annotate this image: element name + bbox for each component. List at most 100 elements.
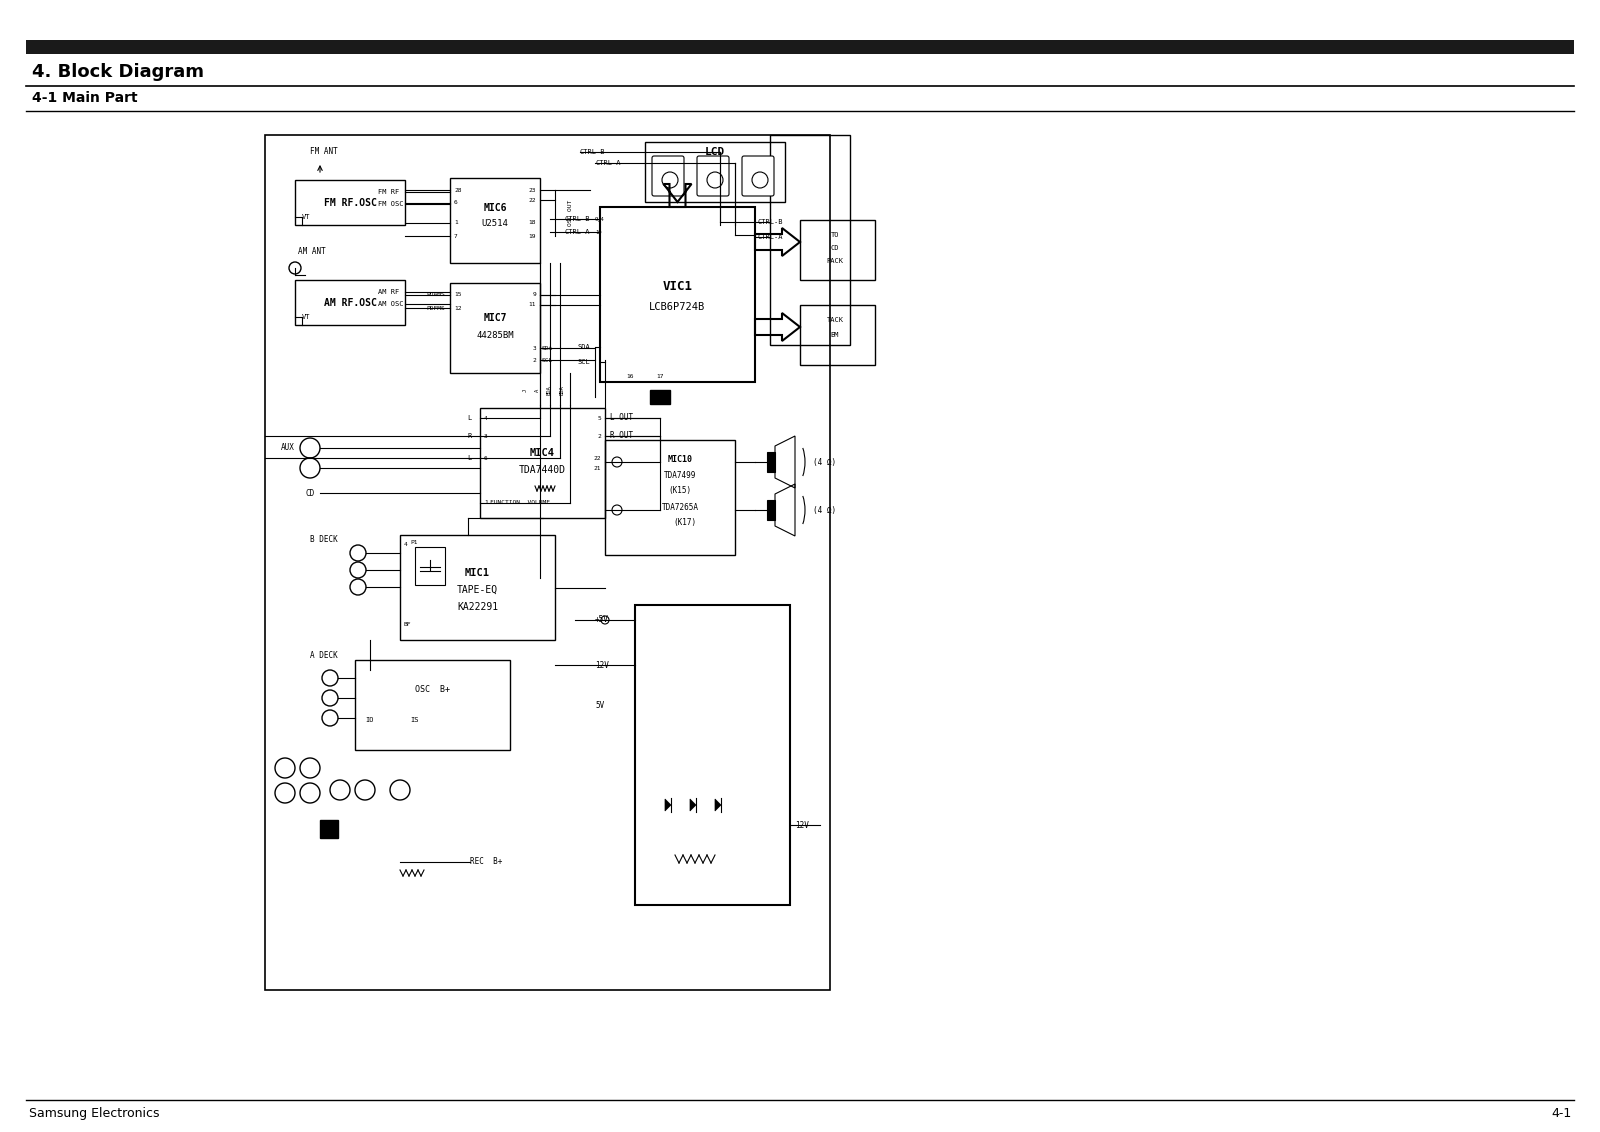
Text: KA22291: KA22291 bbox=[458, 602, 498, 612]
Text: A DECK: A DECK bbox=[310, 651, 338, 660]
Bar bbox=[635, 604, 790, 904]
Text: LCB6P724B: LCB6P724B bbox=[650, 302, 706, 312]
Text: FM OSC: FM OSC bbox=[378, 201, 403, 207]
Polygon shape bbox=[666, 799, 670, 811]
Text: CD: CD bbox=[306, 489, 315, 497]
Text: 4-1: 4-1 bbox=[1550, 1107, 1571, 1120]
Text: BF: BF bbox=[403, 623, 411, 627]
Bar bbox=[450, 178, 541, 263]
Bar bbox=[650, 391, 670, 404]
Text: 17: 17 bbox=[656, 375, 664, 379]
FancyBboxPatch shape bbox=[742, 156, 774, 196]
Text: 1: 1 bbox=[483, 500, 488, 506]
Text: SDA: SDA bbox=[542, 345, 554, 351]
Text: L: L bbox=[467, 415, 472, 421]
Text: 7: 7 bbox=[454, 233, 458, 239]
Text: 22: 22 bbox=[528, 197, 536, 203]
Text: L: L bbox=[467, 455, 472, 461]
Text: 10: 10 bbox=[595, 230, 602, 234]
Text: TAPE-EQ: TAPE-EQ bbox=[458, 585, 498, 595]
Text: OSC OUT: OSC OUT bbox=[568, 200, 573, 226]
Text: VT: VT bbox=[302, 314, 310, 320]
Text: TDA7499: TDA7499 bbox=[664, 472, 696, 480]
Text: P1: P1 bbox=[410, 540, 418, 546]
Bar bbox=[766, 500, 774, 520]
Text: R: R bbox=[467, 434, 472, 439]
Text: CTRL-A: CTRL-A bbox=[565, 229, 590, 235]
Text: TACK: TACK bbox=[827, 317, 843, 323]
Text: TO: TO bbox=[830, 232, 840, 238]
Text: 28: 28 bbox=[454, 188, 461, 192]
Bar bbox=[320, 820, 338, 838]
Text: 3: 3 bbox=[483, 434, 488, 438]
Text: PDAMS: PDAMS bbox=[426, 292, 445, 298]
Text: 12: 12 bbox=[454, 306, 461, 310]
Text: LCD: LCD bbox=[706, 147, 725, 157]
Text: 44285BM: 44285BM bbox=[477, 331, 514, 340]
Text: 1: 1 bbox=[454, 221, 458, 225]
Text: MIC10: MIC10 bbox=[667, 455, 693, 464]
Text: +5V: +5V bbox=[595, 616, 610, 625]
Bar bbox=[266, 135, 830, 990]
Bar bbox=[800, 220, 875, 280]
Text: CD: CD bbox=[830, 245, 840, 251]
Text: 4. Block Diagram: 4. Block Diagram bbox=[32, 63, 205, 82]
Text: BDA: BDA bbox=[560, 385, 565, 395]
Text: 23: 23 bbox=[528, 188, 536, 192]
Text: FUNCTION  VOLUME: FUNCTION VOLUME bbox=[490, 500, 550, 506]
FancyBboxPatch shape bbox=[698, 156, 730, 196]
Polygon shape bbox=[715, 799, 722, 811]
Text: VIC1: VIC1 bbox=[662, 281, 693, 293]
Text: Samsung Electronics: Samsung Electronics bbox=[29, 1107, 160, 1120]
Text: FM RF.OSC: FM RF.OSC bbox=[323, 197, 376, 207]
Text: 16: 16 bbox=[626, 375, 634, 379]
Text: 3: 3 bbox=[533, 345, 536, 351]
Text: BDA: BDA bbox=[547, 385, 552, 395]
Text: (K17): (K17) bbox=[674, 517, 696, 526]
Text: CTRL-A: CTRL-A bbox=[757, 234, 782, 240]
Text: AM RF.OSC: AM RF.OSC bbox=[323, 298, 376, 308]
Text: PDFMS: PDFMS bbox=[426, 306, 445, 310]
Polygon shape bbox=[690, 799, 696, 811]
Text: 2: 2 bbox=[533, 358, 536, 362]
Text: SCL: SCL bbox=[578, 359, 590, 365]
Text: FM RF: FM RF bbox=[378, 189, 400, 195]
Bar bbox=[414, 547, 445, 585]
Text: SDA: SDA bbox=[578, 344, 590, 350]
Text: 11: 11 bbox=[528, 302, 536, 308]
Text: 22: 22 bbox=[594, 455, 602, 461]
Text: TDA7440D: TDA7440D bbox=[518, 465, 566, 475]
Text: CTRL-A: CTRL-A bbox=[595, 160, 621, 166]
Text: MIC4: MIC4 bbox=[530, 448, 555, 458]
Bar bbox=[766, 452, 774, 472]
Text: SCL: SCL bbox=[542, 358, 554, 362]
Text: OSC  B+: OSC B+ bbox=[414, 686, 450, 695]
Text: 12V: 12V bbox=[795, 821, 810, 830]
Bar bbox=[294, 180, 405, 225]
Text: BM: BM bbox=[830, 332, 840, 338]
FancyBboxPatch shape bbox=[653, 156, 685, 196]
Text: CTRL-B: CTRL-B bbox=[757, 218, 782, 225]
Text: AM ANT: AM ANT bbox=[298, 248, 326, 257]
Text: 9,4: 9,4 bbox=[595, 216, 605, 222]
Text: PACK: PACK bbox=[827, 258, 843, 264]
Text: (4 Ω): (4 Ω) bbox=[813, 457, 837, 466]
Bar bbox=[400, 535, 555, 640]
Text: 15: 15 bbox=[454, 292, 461, 298]
Text: B DECK: B DECK bbox=[310, 535, 338, 544]
Text: AM OSC: AM OSC bbox=[378, 301, 403, 307]
Bar bbox=[450, 283, 541, 374]
Text: CTRL-B: CTRL-B bbox=[579, 149, 605, 155]
Text: 6: 6 bbox=[483, 455, 488, 461]
Bar bbox=[294, 280, 405, 325]
Text: FM ANT: FM ANT bbox=[310, 147, 338, 156]
Text: 19: 19 bbox=[528, 233, 536, 239]
Text: CTRL-B: CTRL-B bbox=[565, 216, 590, 222]
Text: (4 Ω): (4 Ω) bbox=[813, 506, 837, 515]
Bar bbox=[800, 305, 875, 365]
Text: AM RF: AM RF bbox=[378, 289, 400, 295]
Text: 6: 6 bbox=[454, 200, 458, 206]
Bar bbox=[600, 207, 755, 381]
Text: IS: IS bbox=[410, 717, 419, 723]
Text: U2514: U2514 bbox=[482, 218, 509, 228]
